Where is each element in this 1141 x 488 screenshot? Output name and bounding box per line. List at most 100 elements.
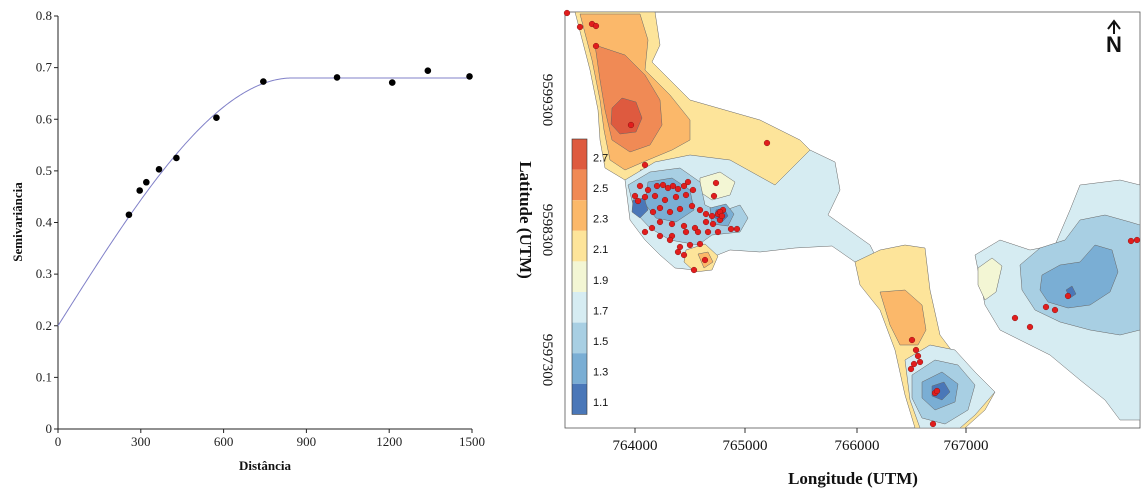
legend-label: 1.9: [593, 275, 608, 287]
sample-point: [714, 228, 722, 236]
y-tick-label: 0.1: [36, 369, 52, 384]
longitude-axis-label: Longitude (UTM): [788, 469, 918, 488]
y-tick-label: 0.5: [36, 163, 52, 178]
legend-label: 2.5: [593, 183, 608, 195]
sample-point: [1127, 237, 1135, 245]
legend-swatch: [572, 322, 587, 354]
y-tick-label: 0.6: [36, 111, 53, 126]
legend-swatch: [572, 261, 587, 292]
sample-point: [592, 42, 600, 50]
experimental-point: [466, 73, 473, 80]
contour-region-east-dark: [1039, 244, 1119, 309]
x-tick-group: 0 300 600 900 1200 1500: [55, 429, 485, 449]
experimental-point: [155, 166, 163, 173]
legend-swatch: [572, 169, 587, 201]
semivariogram-chart: 0 0.1 0.2 0.3 0.4 0.5 0.6 0.7 0.8 0 300 600 900 1200…: [10, 8, 485, 473]
legend-swatch: [572, 230, 587, 262]
sample-point: [666, 208, 674, 216]
sample-point: [907, 365, 915, 373]
latitude-axis-label: Latitude (UTM): [516, 161, 535, 279]
sample-point: [933, 387, 941, 395]
sample-point: [910, 360, 918, 368]
legend-label: 1.1: [593, 397, 608, 409]
sample-point: [649, 208, 657, 216]
sample-point: [644, 186, 652, 194]
sample-point: [929, 420, 937, 428]
sample-point: [641, 161, 649, 169]
sample-point: [563, 9, 571, 17]
legend-border: [571, 138, 588, 415]
legend-label: 1.7: [593, 305, 608, 317]
color-legend: 2.7 2.5 2.3 2.1 1.9 1.7 1.5 1.3 1.1: [571, 138, 608, 415]
sample-point: [676, 205, 684, 213]
x-tick-label: 900: [297, 434, 317, 449]
sample-point: [696, 240, 704, 248]
sample-point: [669, 182, 677, 190]
x-tick-label: 1500: [459, 434, 485, 449]
sample-point: [701, 256, 709, 264]
experimental-points: [125, 67, 473, 219]
y-tick-label: 0.3: [36, 266, 52, 281]
sample-point: [666, 236, 674, 244]
sample-point: [763, 139, 771, 147]
sample-point: [684, 178, 692, 186]
sample-point: [718, 212, 726, 220]
sample-point: [1011, 314, 1019, 322]
legend-swatch: [572, 353, 587, 384]
experimental-point: [333, 74, 341, 81]
sample-point: [656, 232, 664, 240]
sample-point: [912, 346, 920, 354]
contour-region-nw-red: [610, 97, 643, 135]
longitude-tick-label: 766000: [835, 438, 880, 454]
y-tick-label: 0.7: [36, 60, 53, 75]
experimental-point: [388, 79, 396, 86]
sample-point: [702, 218, 710, 226]
sample-point: [641, 193, 649, 201]
contour-region-east-warm: [977, 257, 1003, 301]
longitude-tick-label: 764000: [613, 438, 658, 454]
sample-point: [576, 23, 584, 31]
longitude-tick-group: 764000 765000 766000 767000: [613, 428, 989, 454]
sample-point: [653, 182, 661, 190]
legend-swatch: [572, 383, 587, 415]
model-curve: [57, 77, 472, 327]
sample-point: [680, 182, 688, 190]
latitude-tick-group: 9599300 9598300 9597300: [539, 74, 555, 387]
y-tick-group: 0 0.1 0.2 0.3 0.4 0.5 0.6 0.7 0.8: [36, 8, 58, 436]
sample-point: [689, 186, 697, 194]
sample-point: [733, 225, 741, 233]
sample-point: [680, 251, 688, 259]
sample-point: [908, 336, 916, 344]
sample-point: [914, 352, 922, 360]
sample-point: [1064, 292, 1072, 300]
sample-point: [656, 204, 664, 212]
experimental-point: [213, 114, 220, 122]
longitude-tick-label: 767000: [944, 438, 989, 454]
latitude-tick-label: 9597300: [539, 334, 555, 387]
legend-label: 2.1: [593, 244, 608, 256]
sample-point: [1133, 236, 1141, 244]
sample-points: [563, 9, 1141, 428]
sample-point: [686, 241, 694, 249]
contour-region-nw-darkorange: [594, 44, 663, 153]
sample-point: [690, 266, 698, 274]
longitude-tick-label: 765000: [723, 438, 768, 454]
experimental-point: [136, 187, 143, 194]
legend-label: 2.7: [593, 152, 608, 164]
legend-swatch: [572, 292, 587, 323]
legend-swatch: [572, 200, 587, 231]
kriging-map: 2.7 2.5 2.3 2.1 1.9 1.7 1.5 1.3 1.1 N 764000 7650…: [516, 9, 1141, 488]
sample-point: [688, 202, 696, 210]
sample-point: [668, 220, 676, 228]
experimental-point: [125, 211, 133, 219]
sample-point: [916, 358, 924, 366]
sample-point: [627, 121, 635, 129]
x-tick-label: 0: [55, 434, 62, 449]
y-tick-label: 0.2: [36, 318, 52, 333]
x-tick-label: 300: [131, 434, 151, 449]
sample-point: [661, 196, 669, 204]
sample-point: [708, 212, 716, 220]
experimental-point: [260, 78, 267, 85]
x-tick-label: 600: [214, 434, 234, 449]
sample-point: [1026, 323, 1034, 331]
